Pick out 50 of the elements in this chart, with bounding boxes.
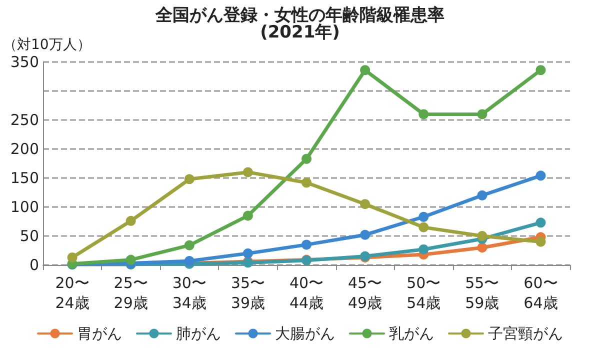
x-tick-label: 20〜 24歳 — [55, 274, 90, 312]
y-tick-label: 350 — [10, 53, 39, 71]
point — [242, 167, 253, 178]
point — [360, 65, 370, 76]
y-tick-label: 200 — [10, 140, 39, 158]
x-tick-label: 25〜 29歳 — [114, 274, 148, 312]
point — [242, 248, 253, 258]
legend-label: 大腸がん — [275, 324, 335, 342]
point — [302, 154, 312, 164]
point — [418, 222, 429, 232]
point — [418, 109, 429, 120]
point — [360, 230, 370, 240]
legend-label: 子宮頸がん — [488, 324, 563, 342]
legend-label: 胃がん — [77, 324, 122, 342]
point — [302, 178, 312, 188]
y-tick-label: 100 — [10, 198, 39, 216]
point — [418, 244, 429, 254]
point — [477, 190, 488, 200]
y-axis-title: （対10万人） — [3, 37, 91, 53]
point — [536, 170, 546, 181]
y-tick-label: 250 — [10, 111, 39, 129]
x-tick-label: 30〜 34歳 — [172, 274, 206, 312]
point — [184, 174, 194, 184]
point — [126, 254, 136, 265]
chart-subtitle: (2021年) — [260, 22, 340, 42]
point — [477, 231, 488, 241]
legend-label: 肺がん — [176, 324, 221, 342]
point — [360, 199, 370, 210]
y-tick-label: 50 — [20, 227, 39, 245]
point — [536, 218, 546, 228]
point — [184, 256, 194, 266]
point — [477, 109, 488, 120]
x-tick-label: 40〜 44歳 — [289, 274, 324, 312]
point — [418, 212, 429, 222]
legend-label: 乳がん — [389, 324, 434, 342]
y-tick-label: 0 — [29, 256, 39, 274]
point — [477, 242, 488, 253]
point — [242, 210, 253, 221]
point — [302, 240, 312, 250]
x-tick-label: 35〜 39歳 — [230, 274, 265, 312]
x-tick-label: 60〜 64歳 — [524, 274, 558, 312]
point — [184, 240, 194, 250]
x-tick-label: 45〜 49歳 — [348, 274, 382, 312]
point — [536, 236, 546, 247]
x-tick-label: 50〜 54歳 — [406, 274, 441, 312]
x-tick-label: 55〜 59歳 — [465, 274, 500, 312]
point — [67, 252, 78, 262]
point — [536, 65, 546, 76]
point — [126, 216, 136, 226]
y-tick-label: 150 — [10, 169, 39, 187]
